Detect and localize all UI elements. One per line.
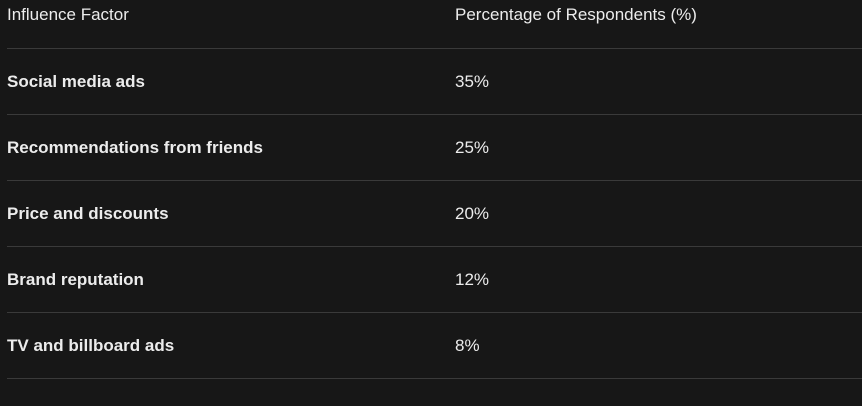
table-row: Recommendations from friends 25% (7, 115, 862, 181)
table-row: Brand reputation 12% (7, 247, 862, 313)
table-cell: Social media ads (7, 71, 145, 91)
header-row: Influence Factor Percentage of Responden… (7, 0, 862, 49)
header-cell: Percentage of Respondents (%) (455, 5, 697, 24)
table-cell: 25% (455, 137, 490, 157)
table-cell: 8% (455, 335, 480, 355)
table-row: Price and discounts 20% (7, 181, 862, 247)
table-cell: 12% (455, 269, 490, 289)
table-cell: Recommendations from friends (7, 137, 263, 157)
table-row: TV and billboard ads 8% (7, 313, 862, 379)
table-cell: TV and billboard ads (7, 335, 175, 355)
table-row: Social media ads 35% (7, 49, 862, 115)
table-cell: 20% (455, 203, 490, 223)
table-cell: Price and discounts (7, 203, 169, 223)
table-cell: 35% (455, 71, 490, 91)
table-cell: Brand reputation (7, 269, 144, 289)
header-cell: Influence Factor (7, 5, 129, 24)
table: Influence Factor Percentage of Responden… (7, 0, 862, 379)
